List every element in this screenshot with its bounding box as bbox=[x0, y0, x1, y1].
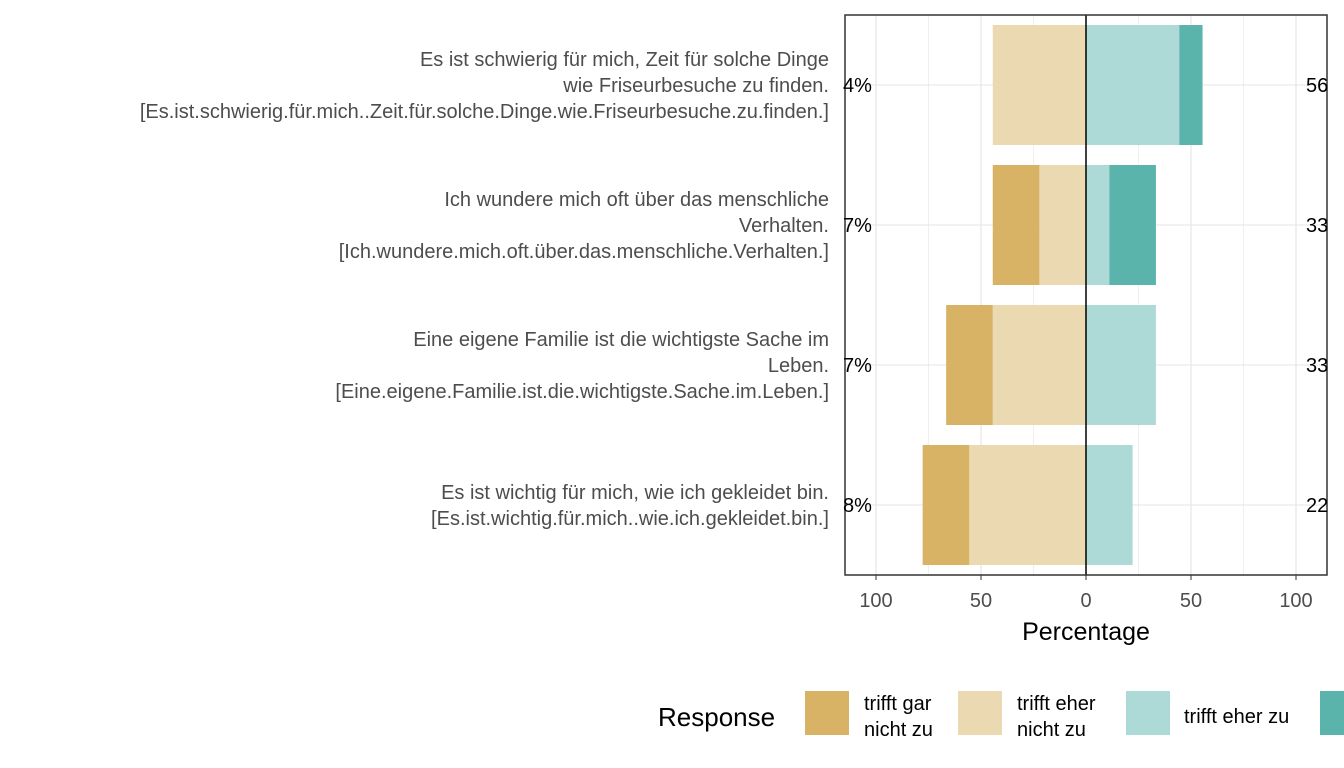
zero-line bbox=[844, 14, 1328, 576]
bar-segment bbox=[1109, 165, 1156, 285]
x-tick-label: 100 bbox=[859, 590, 892, 612]
right-percent-label: 22 bbox=[1306, 495, 1328, 517]
percent-labels: 4% 56 7% 33 7% 33 8% 22 bbox=[843, 75, 1328, 517]
legend-label: trifft gar nicht zu bbox=[864, 693, 933, 741]
x-tick-label: 50 bbox=[1180, 590, 1202, 612]
bar-segment bbox=[1086, 305, 1156, 425]
bar-segment bbox=[922, 445, 970, 565]
right-percent-label: 33 bbox=[1306, 355, 1328, 377]
x-tick-labels: 100 50 0 50 100 bbox=[859, 575, 1313, 612]
legend-key bbox=[958, 691, 1002, 735]
category-label: Es ist schwierig für mich, Zeit für solc… bbox=[140, 49, 829, 123]
legend-key bbox=[1126, 691, 1170, 735]
legend-key bbox=[805, 691, 849, 735]
bar-segment bbox=[969, 445, 1086, 565]
bars bbox=[922, 25, 1203, 565]
legend-title: Response bbox=[658, 702, 775, 732]
category-label: Es ist wichtig für mich, wie ich gekleid… bbox=[431, 482, 829, 530]
bar-segment bbox=[992, 165, 1040, 285]
left-percent-label: 7% bbox=[843, 215, 872, 237]
bar-segment bbox=[1179, 25, 1203, 145]
left-percent-label: 7% bbox=[843, 355, 872, 377]
bar-segment bbox=[946, 305, 993, 425]
right-percent-label: 56 bbox=[1306, 75, 1328, 97]
x-tick-label: 50 bbox=[970, 590, 992, 612]
legend-label: trifft eher nicht zu bbox=[1017, 693, 1096, 741]
category-labels: Es ist schwierig für mich, Zeit für solc… bbox=[140, 49, 829, 530]
x-tick-label: 0 bbox=[1080, 590, 1091, 612]
category-label: Eine eigene Familie ist die wichtigste S… bbox=[335, 329, 829, 403]
category-label: Ich wundere mich oft über das menschlich… bbox=[339, 189, 829, 263]
x-axis-title: Percentage bbox=[1022, 618, 1150, 646]
left-percent-label: 4% bbox=[843, 75, 872, 97]
bar-segment bbox=[1086, 25, 1180, 145]
bar-segment bbox=[992, 25, 1086, 145]
right-percent-label: 33 bbox=[1306, 215, 1328, 237]
legend-label: trifft eher zu bbox=[1184, 706, 1289, 728]
bar-segment bbox=[992, 305, 1086, 425]
bar-segment bbox=[1039, 165, 1086, 285]
x-tick-label: 100 bbox=[1279, 590, 1312, 612]
legend-key bbox=[1320, 691, 1344, 735]
left-percent-label: 8% bbox=[843, 495, 872, 517]
bar-segment bbox=[1086, 165, 1110, 285]
legend: Response trifft gar nicht zu trifft eher ni… bbox=[658, 691, 1344, 741]
bar-segment bbox=[1086, 445, 1133, 565]
